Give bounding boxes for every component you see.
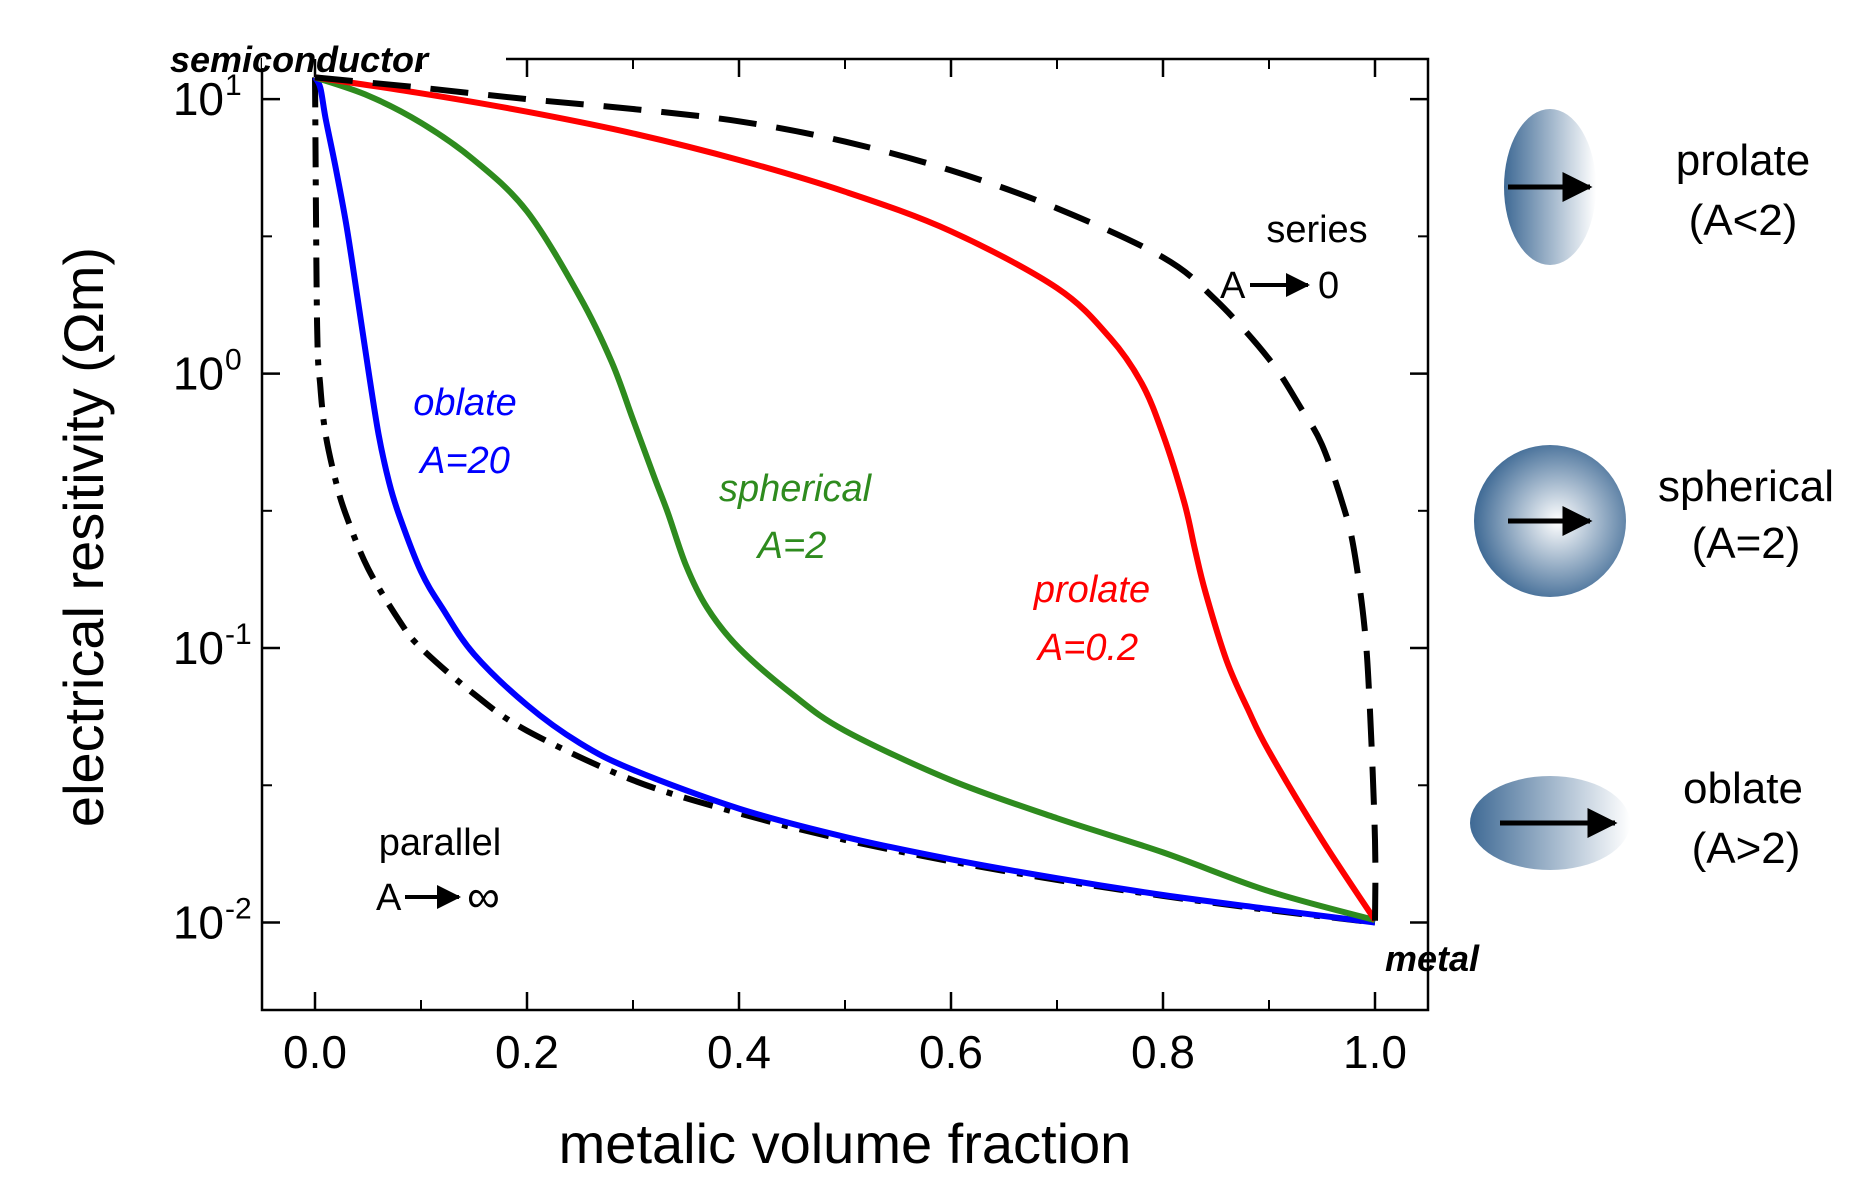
x-tick-label: 0.0 [283, 1026, 347, 1078]
y-tick-label-exponent: -2 [225, 893, 252, 926]
y-tick-label: 10 [173, 897, 224, 949]
y-tick-label: 10 [173, 348, 224, 400]
spherical-curve-label-value: A=2 [756, 525, 827, 567]
metal-label: metal [1385, 938, 1480, 979]
prolate-curve-label-value: A=0.2 [1036, 627, 1138, 669]
series-line-series [314, 74, 1379, 923]
prolate-curve-label-name: prolate [1033, 569, 1150, 611]
spherical-curve-label-name: spherical [719, 468, 873, 510]
shape-legend-spherical-ratio: (A=2) [1692, 519, 1801, 568]
series-line-oblate [312, 75, 1376, 926]
semiconductor-label: semiconductor [170, 39, 430, 80]
y-tick-label-exponent: 1 [225, 69, 242, 102]
y-axis-title: electrical resitivity (Ωm) [52, 247, 115, 827]
oblate-curve-label: oblate A=20 [413, 382, 517, 482]
parallel-curve-label-prefix: A [376, 877, 402, 919]
spherical-curve-label: spherical A=2 [719, 468, 873, 567]
shape-legend-prolate-ratio: (A<2) [1689, 196, 1798, 245]
x-tick-label: 0.8 [1131, 1026, 1195, 1078]
shape-legend-spherical-name: spherical [1658, 462, 1834, 511]
parallel-curve-label-suffix: ∞ [467, 870, 500, 922]
oblate-curve-label-value: A=20 [418, 440, 510, 482]
shape-legend-prolate: prolate (A<2) [1504, 109, 1810, 265]
y-tick-label-exponent: 0 [225, 344, 242, 377]
shape-legend-oblate: oblate (A>2) [1470, 764, 1803, 873]
shape-legend-oblate-name: oblate [1683, 764, 1803, 813]
x-tick-label: 0.2 [495, 1026, 559, 1078]
prolate-curve-label: prolate A=0.2 [1033, 569, 1150, 669]
shape-legend-prolate-name: prolate [1676, 136, 1811, 185]
shape-legend-oblate-ratio: (A>2) [1692, 824, 1801, 873]
x-tick-label: 0.4 [707, 1026, 771, 1078]
frame-top-gap [262, 50, 506, 68]
y-tick-label-exponent: -1 [225, 618, 252, 651]
series-curve-label-prefix: A [1220, 265, 1246, 307]
plot-frame [260, 57, 1430, 1012]
x-tick-label: 0.6 [919, 1026, 983, 1078]
series-curve-label: series A 0 [1220, 209, 1368, 307]
parallel-curve-label-name: parallel [379, 822, 502, 864]
y-tick-label: 10 [173, 73, 224, 125]
series-curve-label-suffix: 0 [1318, 265, 1339, 307]
oblate-curve-label-name: oblate [413, 382, 517, 424]
x-axis-ticks: 0.0 0.2 0.4 0.6 0.8 1.0 [283, 59, 1407, 1078]
x-tick-label: 1.0 [1343, 1026, 1407, 1078]
series-line-prolate [314, 74, 1378, 922]
x-axis-title: metalic volume fraction [559, 1112, 1132, 1175]
shape-legend: prolate (A<2) spherical (A=2) oblate (A>… [1470, 109, 1834, 873]
series-curve-label-name: series [1266, 209, 1367, 251]
series-line-spherical [314, 74, 1376, 924]
shape-legend-spherical: spherical (A=2) [1474, 445, 1834, 597]
parallel-curve-label: parallel A ∞ [376, 822, 501, 922]
y-tick-label: 10 [173, 622, 224, 674]
series-layer [312, 74, 1379, 926]
